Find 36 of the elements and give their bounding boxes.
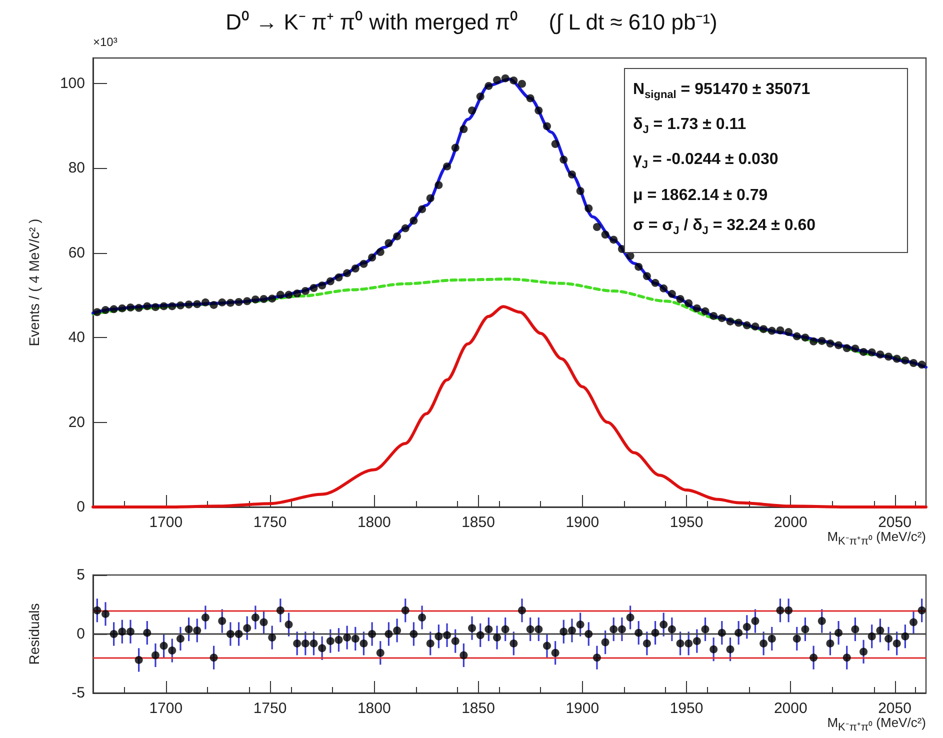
y-axis-title: Residuals [26,603,42,665]
x-axis-title: M$_{K⁻π⁺π⁰}$ (MeV/c²) [827,529,926,548]
x-tick-label: 1750 [253,700,287,717]
y-tick-label: -5 [72,684,85,702]
annotation: N$_{signal}$ = 951470 ± 35071 [633,80,812,104]
x-tick-label: 1700 [149,700,183,717]
annotation: σ = σ$_{J}$ / δ$_{J}$ = 32.24 ± 0.60 [633,216,817,239]
x-tick-label: 1800 [357,700,391,717]
y-tick-label: 80 [68,160,85,177]
y-tick-label: 0 [76,626,85,642]
y-axis-title: Events / ( 4 MeV/c² ) [26,218,42,346]
x-tick-label: 1800 [357,514,391,531]
y-tick-label: 5 [76,566,85,584]
x-tick-label: 2050 [878,514,912,531]
x-tick-label: 2000 [774,700,808,717]
y-tick-label: 20 [68,414,85,431]
x-axis-title: M$_{K⁻π⁺π⁰}$ (MeV/c²) [827,715,926,734]
annotation: δ$_{J}$ = 1.73 ± 0.11 [633,115,748,138]
x-tick-label: 1950 [670,700,704,717]
y-tick-label: 40 [68,329,85,346]
x-tick-label: 1900 [566,514,600,531]
y-tick-label: 60 [68,244,85,262]
x-tick-label: 1950 [670,514,704,531]
x-tick-label: 1750 [253,514,287,531]
annotation: γ$_{J}$ = -0.0244 ± 0.030 [633,150,780,174]
annotation: μ = 1862.14 ± 0.79 [633,186,769,206]
y-tick-label: 100 [60,74,85,92]
chart-title: D⁰ → K⁻ π⁺ π⁰ with merged π⁰ (∫ L dt ≈ 610 pb⁻¹) [226,10,718,34]
x-tick-label: 2050 [878,700,912,717]
x-tick-label: 1850 [462,700,495,717]
x-tick-label: 1700 [149,514,183,531]
x-tick-label: 1900 [566,700,600,717]
y-tick-label: 0 [76,498,85,516]
text: ×10³ [93,35,118,49]
x-tick-label: 1850 [462,514,495,531]
x-tick-label: 2000 [774,514,808,531]
